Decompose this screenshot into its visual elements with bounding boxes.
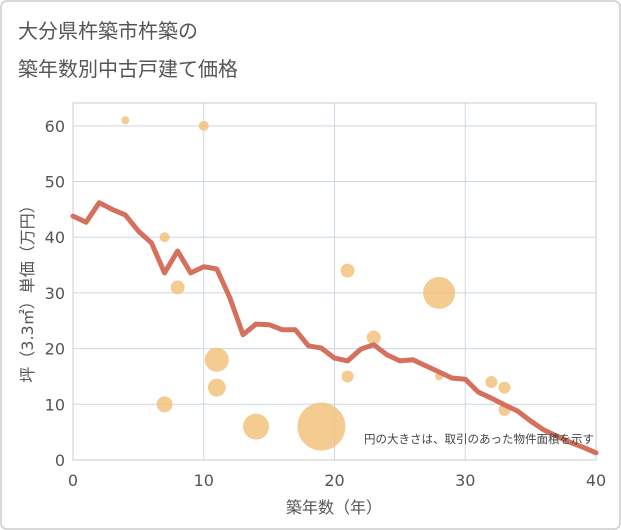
bubble-point [297,402,346,451]
x-tick-label: 10 [194,471,214,490]
bubble-point [204,347,229,372]
x-tick-label: 40 [586,471,606,490]
x-tick-label: 30 [455,471,475,490]
bubble-point [243,413,270,440]
tick-labels: 0 10 20 30 40 50 60 0 10 20 30 40 [45,117,607,490]
y-tick-label: 30 [45,284,65,303]
bubble-point [340,263,355,278]
bubble-point [207,378,226,397]
line-series [70,200,599,456]
x-axis-label: 築年数（年） [286,498,382,517]
bubble-point [366,330,381,345]
bubble-size-note: 円の大きさは、取引のあった物件面積を示す [364,432,594,446]
bubble-point [498,381,511,394]
y-axis-label: 坪（3.3㎡）単価（万円） [18,197,37,382]
bubble-point [156,396,173,413]
chart-title-line-2: 築年数別中古戸建て価格 [18,57,238,81]
plot-area [72,102,597,461]
bubble-point [423,276,456,309]
bubble-point [198,120,209,131]
bubble-point [159,232,170,243]
y-tick-label: 40 [45,228,65,247]
bubble-point [341,370,354,383]
y-tick-label: 20 [45,340,65,359]
y-tick-label: 60 [45,117,65,136]
chart-title-line-1: 大分県杵築市杵築の [18,19,198,43]
y-tick-label: 50 [45,173,65,192]
y-tick-label: 10 [45,395,65,414]
bubble-series [121,116,511,451]
bubble-point [121,116,130,125]
bubble-point [170,280,185,295]
x-tick-label: 20 [324,471,344,490]
y-tick-label: 0 [55,451,65,470]
x-tick-label: 0 [68,471,78,490]
bubble-point [485,376,498,389]
